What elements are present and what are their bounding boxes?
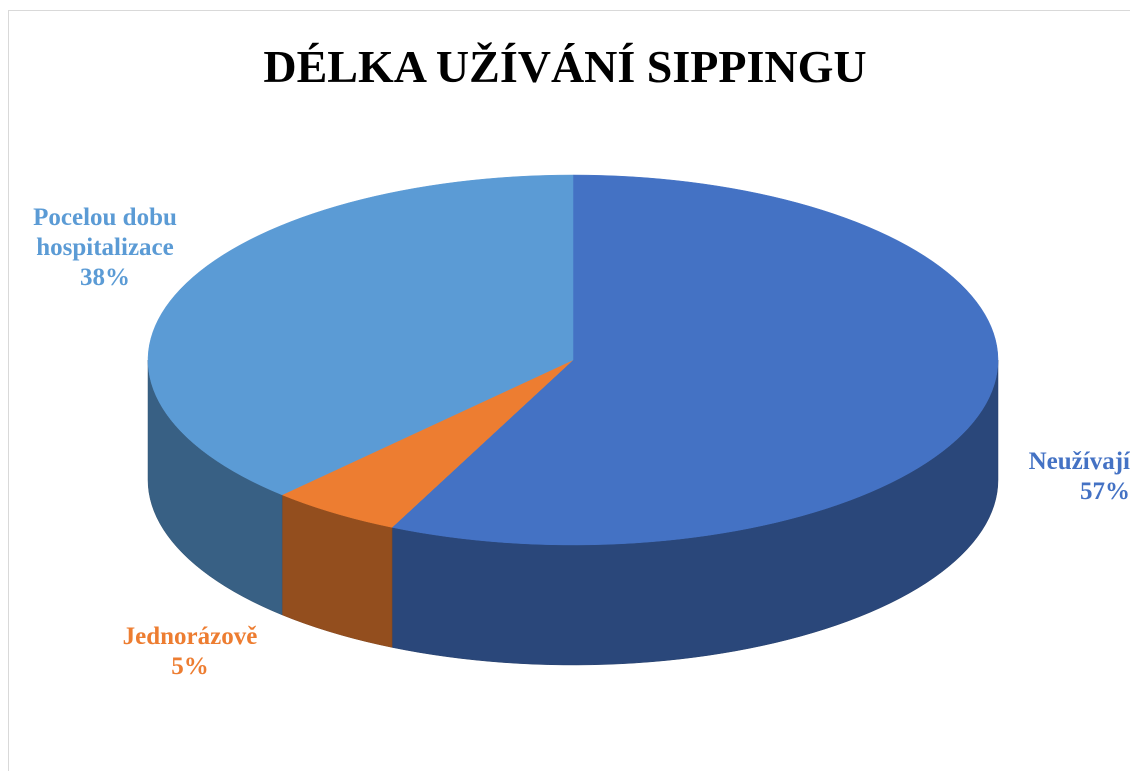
chart-title: DÉLKA UŽÍVÁNÍ SIPPINGU [263,41,867,92]
chart-border [8,10,1130,771]
pie-slice [147,174,574,496]
category-label: Neužívají [1028,448,1130,475]
category-label: Jednorázově [122,623,258,650]
value-label: 57% [1080,478,1130,505]
value-label: 5% [171,653,209,680]
pie-slice [391,174,999,546]
data-label: Neužívají 57% [980,447,1130,507]
category-label: Pocelou dobu hospitalizace [33,204,177,261]
pie-slice [281,359,574,528]
data-label: Pocelou dobu hospitalizace 38% [5,203,205,293]
value-label: 38% [80,264,130,291]
data-label: Jednorázově 5% [90,622,290,682]
